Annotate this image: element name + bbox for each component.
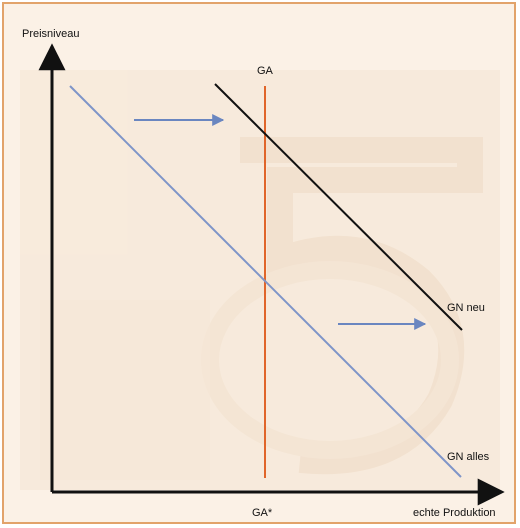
gn-neu-line xyxy=(214,83,463,331)
gn-alles-line xyxy=(69,85,462,478)
banknote-watermark xyxy=(20,70,500,490)
ga-star-label: GA* xyxy=(252,507,273,519)
gn-neu-label: GN neu xyxy=(447,302,485,314)
gn-alles-label: GN alles xyxy=(447,451,490,463)
ga-label: GA xyxy=(257,65,274,77)
x-axis-label: echte Produktion xyxy=(413,507,496,519)
y-axis-label: Preisniveau xyxy=(22,28,79,40)
